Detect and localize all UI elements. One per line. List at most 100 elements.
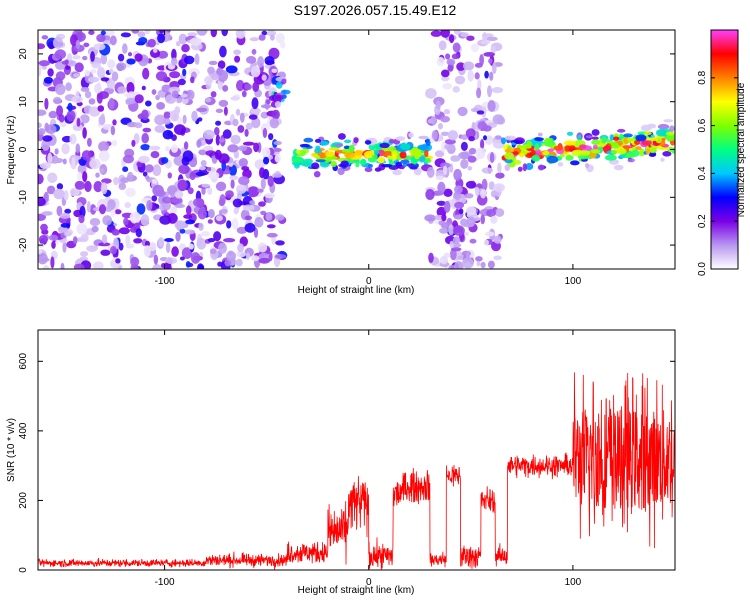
spectrogram-blob (465, 128, 476, 139)
spectrogram-blob (142, 127, 152, 133)
spectrogram-blob (98, 242, 111, 247)
spectrogram-blob (238, 176, 250, 186)
spectrogram-blob (254, 159, 266, 170)
spectrogram-blob (452, 225, 465, 236)
spectrogram-blob (53, 188, 65, 200)
spectrogram-blob (138, 155, 150, 164)
spectrogram-blob (126, 58, 136, 65)
spectrogram-blob (504, 149, 511, 153)
spectrogram-blob (218, 99, 229, 107)
spectrogram-blob (38, 109, 47, 116)
spectrogram-blob (492, 62, 497, 74)
spectrogram-blob (196, 139, 202, 148)
spectrogram-blob (213, 231, 222, 242)
spectrogram-blob (185, 219, 196, 225)
spectrogram-blob (111, 229, 121, 236)
snr-y-tick-label: 0 (18, 567, 29, 573)
spectrogram-blob (474, 72, 480, 80)
spectrogram-blob (128, 52, 132, 57)
spectrogram-blob (483, 52, 496, 57)
spectrogram-blob (476, 87, 482, 99)
spectrogram-blob (215, 215, 223, 222)
spectrogram-blob (182, 114, 187, 124)
spectrogram-blob (148, 145, 161, 151)
spectrogram-blob (181, 97, 189, 105)
spectrogram-blob (152, 164, 162, 177)
spectrogram-blob (303, 137, 314, 143)
spectrogram-blob (215, 120, 222, 126)
spectrogram-blob (72, 73, 81, 78)
spectrogram-blob (314, 148, 322, 154)
spectrogram-blob (118, 242, 124, 251)
spectrogram-blob (266, 224, 276, 229)
spectrogram-blob (117, 86, 127, 94)
spectrogram-blob (217, 69, 229, 82)
spectrogram-blob (50, 155, 58, 164)
spectrogram-blob (142, 171, 148, 177)
spectrogram-blob (337, 167, 345, 176)
spectrogram-blob (88, 98, 96, 105)
spectrogram-blob (596, 142, 608, 148)
spectrogram-blob (454, 214, 461, 220)
spectrogram-blob (89, 158, 101, 170)
spectrogram-blob (299, 143, 310, 148)
spectrogram-blob (197, 207, 207, 220)
spectrogram-blob (328, 147, 340, 151)
spectrogram-blob (444, 143, 456, 151)
spectrogram-blob (43, 191, 49, 203)
spectrogram-blob (512, 151, 519, 156)
spectrogram-blob (38, 249, 43, 255)
spectrogram-blob (125, 98, 137, 105)
spectrogram-blob (591, 136, 599, 140)
spectrogram-blob (534, 143, 540, 151)
spectrogram-blob (513, 140, 524, 144)
spectrogram-blob (467, 70, 475, 82)
spectrogram-blob (194, 53, 200, 65)
spectrogram-blob (88, 106, 101, 117)
spectrogram-blob (354, 149, 363, 156)
spectrogram-blob (91, 62, 102, 69)
spectrogram-blob (249, 200, 255, 205)
spectrogram-x-tick-label: 100 (565, 276, 582, 287)
spectrogram-blob (468, 136, 475, 142)
spectrogram-blob (340, 160, 349, 168)
spectrogram-blob (547, 142, 553, 148)
spectrogram-blob (163, 111, 171, 120)
spectrogram-blob (601, 136, 607, 144)
spectrogram-blob (188, 243, 194, 250)
snr-y-ticks: 0 200 400 600 (18, 353, 675, 573)
spectrogram-x-tick-label: -100 (155, 276, 175, 287)
spectrogram-blob (41, 211, 53, 216)
spectrogram-blob (129, 211, 141, 224)
spectrogram-blob (205, 150, 216, 157)
spectrogram-blob (219, 194, 226, 206)
spectrogram-blob (439, 227, 449, 234)
spectrogram-blob (197, 263, 204, 269)
spectrogram-blob (374, 167, 382, 172)
spectrogram-blob (171, 246, 179, 257)
spectrogram-blob (623, 133, 633, 138)
spectrogram-blob (476, 110, 485, 115)
spectrogram-blob (203, 129, 215, 140)
spectrogram-blob (438, 40, 447, 51)
spectrogram-blob (224, 259, 232, 267)
spectrogram-blob (470, 107, 479, 113)
spectrogram-blob (269, 118, 279, 129)
spectrogram-blob (183, 141, 189, 150)
spectrogram-blob (491, 87, 504, 94)
spectrogram-blob (467, 155, 477, 163)
spectrogram-blob (241, 166, 250, 171)
spectrogram-blob (73, 263, 85, 269)
spectrogram-blob (125, 234, 131, 246)
spectrogram-blob (480, 261, 486, 269)
spectrogram-blob (210, 73, 220, 81)
spectrogram-blob (107, 59, 116, 69)
spectrogram-blob (41, 65, 47, 70)
spectrogram-blob (42, 135, 53, 142)
spectrogram-blob (165, 241, 171, 253)
spectrogram-blob (571, 149, 584, 157)
spectrogram-blob (66, 60, 77, 67)
spectrogram-blob (591, 139, 600, 145)
spectrogram-blob (262, 127, 268, 139)
spectrogram-blob (266, 120, 271, 130)
